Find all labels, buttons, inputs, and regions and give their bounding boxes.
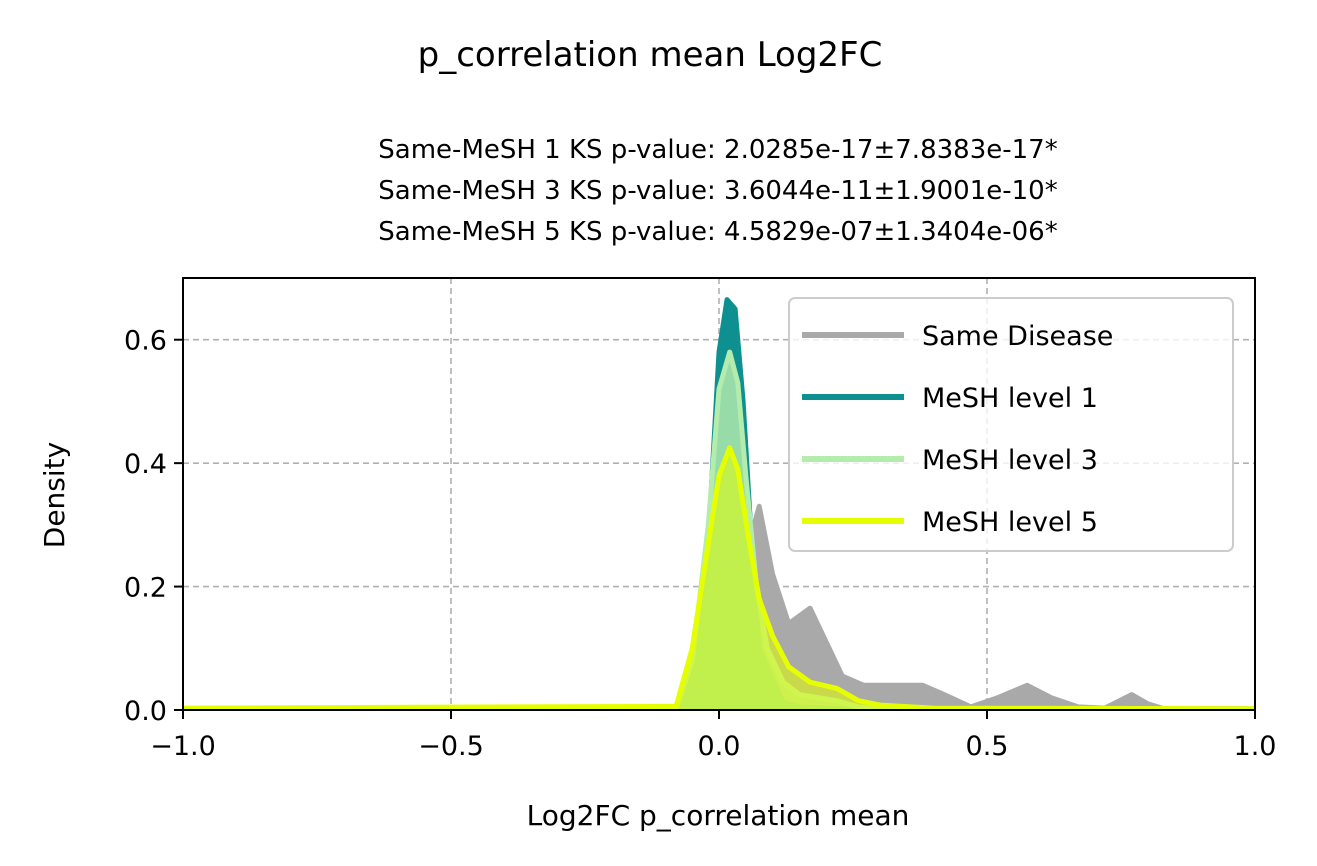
x-tick-label-2: 0.0 xyxy=(698,731,741,762)
subtitle-line-3: Same-MeSH 5 KS p-value: 4.5829e-07±1.340… xyxy=(378,217,1057,247)
chart-title: p_correlation mean Log2FC xyxy=(418,35,883,75)
y-tick-label-3: 0.6 xyxy=(124,326,167,357)
series-line-4 xyxy=(183,445,1255,710)
subtitle-line-1: Same-MeSH 1 KS p-value: 2.0285e-17±7.838… xyxy=(378,135,1057,165)
x-tick-label-1: −0.5 xyxy=(418,731,484,762)
legend-label-2: MeSH level 1 xyxy=(922,383,1098,414)
legend-box xyxy=(788,297,1234,552)
series-fill-4 xyxy=(183,447,1255,710)
subtitle-line-2: Same-MeSH 3 KS p-value: 3.6044e-11±1.900… xyxy=(378,176,1057,206)
y-tick-label-1: 0.2 xyxy=(124,573,167,604)
y-tick-label-2: 0.4 xyxy=(124,449,167,480)
legend-label-4: MeSH level 5 xyxy=(922,507,1098,538)
y-axis-label: Density xyxy=(38,442,71,548)
y-tick-label-0: 0.0 xyxy=(124,696,167,727)
x-axis-label: Log2FC p_correlation mean xyxy=(527,799,910,832)
axis-ticks: −1.0 −0.5 0.0 0.5 1.0 0.0 0.2 0.4 0.6 xyxy=(124,326,1276,762)
x-tick-label-3: 0.5 xyxy=(966,731,1009,762)
series-area xyxy=(183,297,1255,710)
legend: Same Disease MeSH level 1 MeSH level 3 MeSH… xyxy=(788,297,1234,552)
x-tick-label-0: −1.0 xyxy=(150,731,216,762)
x-tick-label-4: 1.0 xyxy=(1234,731,1277,762)
legend-label-3: MeSH level 3 xyxy=(922,445,1098,476)
legend-label-1: Same Disease xyxy=(922,321,1113,352)
